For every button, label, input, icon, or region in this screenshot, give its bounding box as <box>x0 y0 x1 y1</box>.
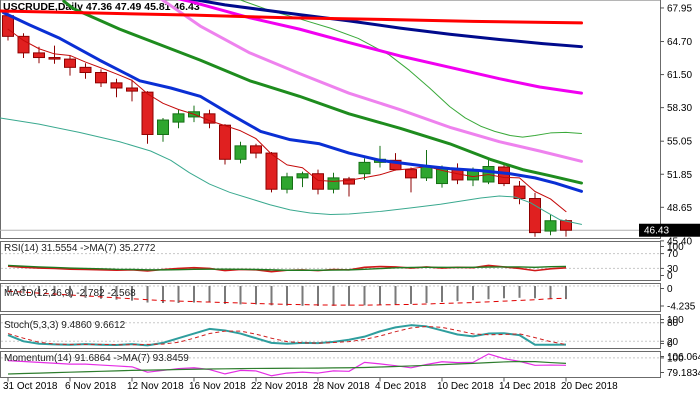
momentum-line <box>7 353 567 377</box>
candle-down <box>513 185 526 200</box>
candle-down <box>95 72 107 84</box>
rsi-axis-label: 100 <box>667 242 684 253</box>
main-axis-label: 45.40 <box>667 236 692 247</box>
candle-down <box>405 169 417 179</box>
date-label: 4 Dec 2018 <box>375 381 427 392</box>
candle-down <box>265 152 278 190</box>
candle-up <box>234 145 247 160</box>
date-label: 22 Nov 2018 <box>251 381 308 392</box>
ma-flat-red <box>0 9 583 25</box>
date-label: 16 Nov 2018 <box>189 381 246 392</box>
panel-borders <box>0 0 661 378</box>
macd-axis-label: -4.235 <box>667 301 696 312</box>
candle-down <box>48 57 61 60</box>
current-price-box <box>639 223 700 237</box>
main-axis-label: 64.70 <box>667 37 692 48</box>
rsi-panel-border <box>0 241 661 281</box>
stoch-axis-label: 100 <box>667 315 684 326</box>
candle-down <box>250 145 262 154</box>
date-label: 28 Nov 2018 <box>313 381 370 392</box>
date-label: 6 Nov 2018 <box>65 381 117 392</box>
band-lower-teal <box>0 117 582 225</box>
candle-down <box>33 52 45 59</box>
main-panel-border <box>0 0 661 239</box>
candle-down <box>110 82 123 89</box>
rsi-axis-label: 30 <box>667 264 679 275</box>
momentum-axis-label: 106.0641 <box>667 352 700 363</box>
macd-indicator-label: MACD(12,26,9) -2.782 -2.568 <box>4 288 136 299</box>
candle-down <box>126 87 138 92</box>
candle-up <box>358 161 371 175</box>
candle-up <box>544 220 557 232</box>
main-axis-label: 61.50 <box>667 70 692 81</box>
momentum-layer <box>7 353 567 377</box>
momentum-panel-border <box>0 351 661 378</box>
candle-up <box>172 113 185 123</box>
band-upper-green <box>238 0 582 138</box>
rsi-axis-label: 0 <box>667 271 673 282</box>
stoch-d-line <box>7 325 567 346</box>
momentum-indicator-label: Momentum(14) 91.6864 ->MA(7) 93.8459 <box>4 353 189 364</box>
stoch-layer <box>7 324 567 347</box>
stoch-indicator-label: Stoch(5,3,3) 9.4860 9.6612 <box>4 320 126 331</box>
date-label: 10 Dec 2018 <box>437 381 494 392</box>
candle-up <box>296 173 309 179</box>
candle-down <box>79 66 92 74</box>
candle-down <box>219 124 231 160</box>
ma-blue <box>1 11 583 193</box>
date-label: 12 Nov 2018 <box>127 381 184 392</box>
chart-title: USCRUDE,Daily 47.36 47.49 45.81 46.43 <box>3 1 200 13</box>
stoch-axis-label: 80 <box>667 318 679 329</box>
momentum-axis-label: 100 <box>667 353 684 364</box>
macd-layer <box>7 286 567 306</box>
current-price-label: 46.43 <box>644 226 669 237</box>
stoch-panel-border <box>0 314 661 349</box>
candles-layer <box>2 11 572 237</box>
ma-violet <box>159 0 583 163</box>
candle-up <box>327 177 340 190</box>
candle-down <box>529 198 541 234</box>
candle-down <box>64 58 76 68</box>
main-axis-label: 58.30 <box>667 103 692 114</box>
main-axis-label: 67.95 <box>667 3 692 14</box>
candle-down <box>312 173 324 190</box>
main-axis-label: 55.05 <box>667 137 692 148</box>
macd-axis-label: 0 <box>667 284 673 295</box>
date-label: 31 Oct 2018 <box>3 381 58 392</box>
candle-down <box>498 166 510 185</box>
candle-down <box>343 178 355 185</box>
ma-navy <box>188 0 583 49</box>
momentum-axis-label: 79.1834 <box>667 368 700 379</box>
candle-down <box>141 91 154 135</box>
rsi-axis-label: 70 <box>667 249 679 260</box>
candle-up <box>157 119 169 135</box>
date-label: 20 Dec 2018 <box>561 381 618 392</box>
candle-up <box>467 170 479 181</box>
macd-panel-border <box>0 283 661 312</box>
price-chart-layer <box>0 0 660 237</box>
momentum-ma-line <box>7 360 567 375</box>
ma-fast-red <box>7 28 567 213</box>
candle-up <box>281 176 293 190</box>
ma-darkgreen <box>62 0 583 185</box>
ma-magenta <box>176 0 583 95</box>
rsi-layer <box>7 264 567 273</box>
stoch-axis-label: 0 <box>667 339 673 350</box>
main-axis-label: 51.85 <box>667 170 692 181</box>
candle-down <box>2 15 14 37</box>
candle-down <box>17 35 30 54</box>
stoch-axis-label: 20 <box>667 337 679 348</box>
date-axis[interactable]: 31 Oct 2018 6 Nov 2018 12 Nov 2018 16 Nov 2… <box>3 377 618 393</box>
rsi-indicator-label: RSI(14) 31.5554 ->MA(7) 35.2772 <box>4 243 156 254</box>
macd-signal-line <box>7 290 567 306</box>
price-axis[interactable]: 67.95 64.70 61.50 58.30 55.05 51.85 48.65 45.40… <box>639 3 700 379</box>
rsi-ma-line <box>7 264 567 271</box>
main-axis-label: 48.65 <box>667 203 692 214</box>
date-label: 14 Dec 2018 <box>499 381 556 392</box>
candle-up <box>420 166 433 179</box>
